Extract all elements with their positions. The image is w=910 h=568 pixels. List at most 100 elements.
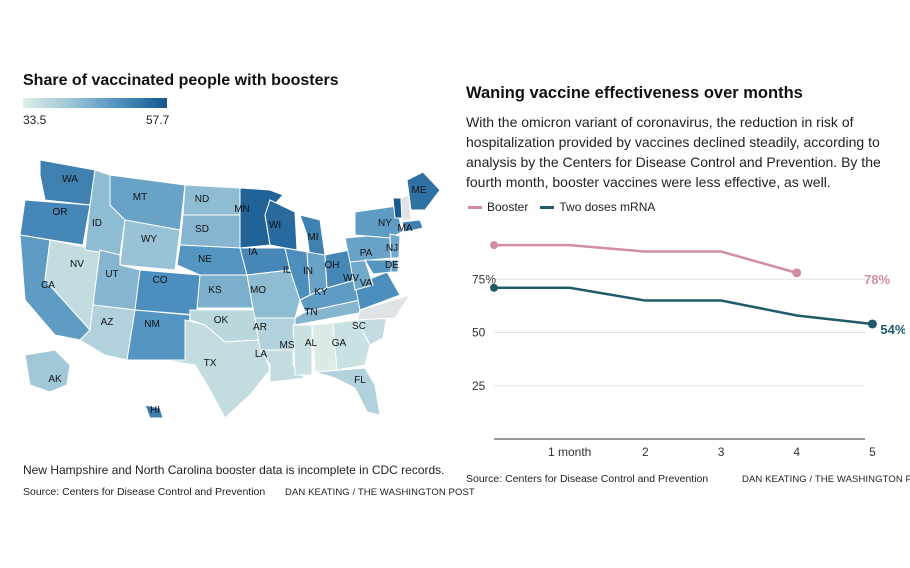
state-label-va: VA xyxy=(360,278,373,289)
state-sd xyxy=(179,214,241,249)
state-label-ok: OK xyxy=(214,315,229,326)
state-label-wa: WA xyxy=(62,174,78,185)
y-tick-label: 50 xyxy=(472,326,486,340)
state-label-ks: KS xyxy=(208,285,222,296)
state-ma xyxy=(401,219,424,233)
state-label-nj: NJ xyxy=(386,243,398,254)
state-label-la: LA xyxy=(255,349,268,360)
legend-booster-swatch xyxy=(468,205,482,209)
state-tx xyxy=(164,319,271,419)
state-label-wi: WI xyxy=(269,220,281,231)
color-scale-max: 57.7 xyxy=(146,113,170,127)
state-ga xyxy=(332,319,371,371)
x-tick-label: 2 xyxy=(642,445,649,459)
state-ks xyxy=(196,274,254,309)
chart-title: Waning vaccine effectiveness over months xyxy=(466,84,803,102)
state-label-ar: AR xyxy=(253,322,267,333)
state-label-al: AL xyxy=(305,338,318,349)
state-hi xyxy=(144,404,164,419)
state-label-nv: NV xyxy=(70,259,84,270)
state-label-fl: FL xyxy=(354,375,366,386)
state-nh xyxy=(400,194,412,221)
legend-booster-label: Booster xyxy=(487,200,529,214)
legend-booster: Booster xyxy=(468,200,528,214)
state-label-oh: OH xyxy=(325,260,340,271)
color-scale-bar xyxy=(23,98,167,108)
state-label-tx: TX xyxy=(204,358,217,369)
state-label-ne: NE xyxy=(198,254,212,265)
state-label-az: AZ xyxy=(101,317,114,328)
series-end-point-two-doses xyxy=(867,319,877,329)
series-start-point-two-doses xyxy=(490,283,498,292)
state-me xyxy=(406,171,440,211)
state-wy xyxy=(119,219,181,271)
state-label-nd: ND xyxy=(195,194,209,205)
state-label-sc: SC xyxy=(352,321,366,332)
state-label-pa: PA xyxy=(360,248,373,259)
state-label-de: DE xyxy=(385,260,399,271)
state-label-wy: WY xyxy=(141,234,157,245)
legend-two-doses-swatch xyxy=(540,205,555,209)
state-label-nm: NM xyxy=(144,319,160,330)
line-chart: 25 50 75% 1 month 2 3 4 5 78% 54% xyxy=(472,241,905,459)
state-label-in: IN xyxy=(303,266,313,277)
state-ms xyxy=(292,324,313,376)
legend-two-doses-label: Two doses mRNA xyxy=(559,200,656,214)
state-la xyxy=(259,349,307,383)
chart-source: Source: Centers for Disease Control and … xyxy=(466,473,709,485)
state-nd xyxy=(182,184,241,216)
state-nj xyxy=(389,233,401,259)
state-label-id: ID xyxy=(92,218,102,229)
x-tick-label: 3 xyxy=(718,445,725,459)
state-label-ny: NY xyxy=(378,218,392,229)
y-tick-label: 75% xyxy=(472,272,496,286)
map-note: New Hampshire and North Carolina booster… xyxy=(23,463,445,477)
state-wa xyxy=(39,160,96,206)
state-label-tn: TN xyxy=(304,307,317,318)
map-credit: DAN KEATING / THE WASHINGTON POST xyxy=(285,487,475,498)
state-or xyxy=(19,199,91,246)
state-nc xyxy=(356,294,412,321)
state-label-mn: MN xyxy=(234,204,250,215)
state-label-ia: IA xyxy=(248,247,258,258)
state-label-ak: AK xyxy=(48,374,62,385)
state-label-ma: MA xyxy=(398,223,413,234)
state-ne xyxy=(176,244,248,276)
chart-legend: Booster Two doses mRNA xyxy=(468,200,655,214)
state-label-ut: UT xyxy=(105,269,118,280)
x-tick-label: 5 xyxy=(869,445,876,459)
state-label-or: OR xyxy=(53,207,68,218)
chart-description: With the omicron variant of coronavirus,… xyxy=(466,114,881,190)
series-line-two-doses xyxy=(494,286,873,326)
state-label-mo: MO xyxy=(250,285,266,296)
color-scale-min: 33.5 xyxy=(23,113,47,127)
series-start-point-booster xyxy=(490,241,498,250)
state-label-mt: MT xyxy=(133,192,147,203)
state-label-mi: MI xyxy=(307,232,318,243)
us-map: WA OR CA NV ID MT WY UT AZ CO NM ND SD NE KS OK TX MN IA MO… xyxy=(19,160,440,419)
x-tick-label: 4 xyxy=(793,445,800,459)
series-end-point-booster xyxy=(792,268,802,278)
state-label-il: IL xyxy=(283,265,292,276)
state-label-sd: SD xyxy=(195,224,209,235)
end-label-two-doses: 54% xyxy=(880,322,905,337)
state-md xyxy=(364,259,392,275)
y-tick-label: 25 xyxy=(472,379,486,393)
state-co xyxy=(134,269,201,316)
map-source: Source: Centers for Disease Control and … xyxy=(23,486,266,498)
map-title: Share of vaccinated people with boosters xyxy=(23,72,339,89)
series-line-booster xyxy=(494,243,798,275)
state-label-co: CO xyxy=(153,275,168,286)
state-label-hi: HI xyxy=(150,405,160,416)
state-label-ca: CA xyxy=(41,280,55,291)
state-ak xyxy=(24,349,71,393)
state-fl xyxy=(314,367,381,416)
legend-two-doses: Two doses mRNA xyxy=(540,200,655,214)
state-label-wv: WV xyxy=(343,273,359,284)
state-label-me: ME xyxy=(412,185,427,196)
state-nm xyxy=(126,309,191,361)
state-label-ms: MS xyxy=(280,340,295,351)
state-label-ky: KY xyxy=(314,287,328,298)
x-tick-label: 1 month xyxy=(548,445,591,459)
end-label-booster: 78% xyxy=(864,272,890,287)
